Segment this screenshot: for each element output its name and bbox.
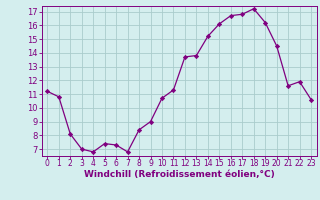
X-axis label: Windchill (Refroidissement éolien,°C): Windchill (Refroidissement éolien,°C) xyxy=(84,170,275,179)
